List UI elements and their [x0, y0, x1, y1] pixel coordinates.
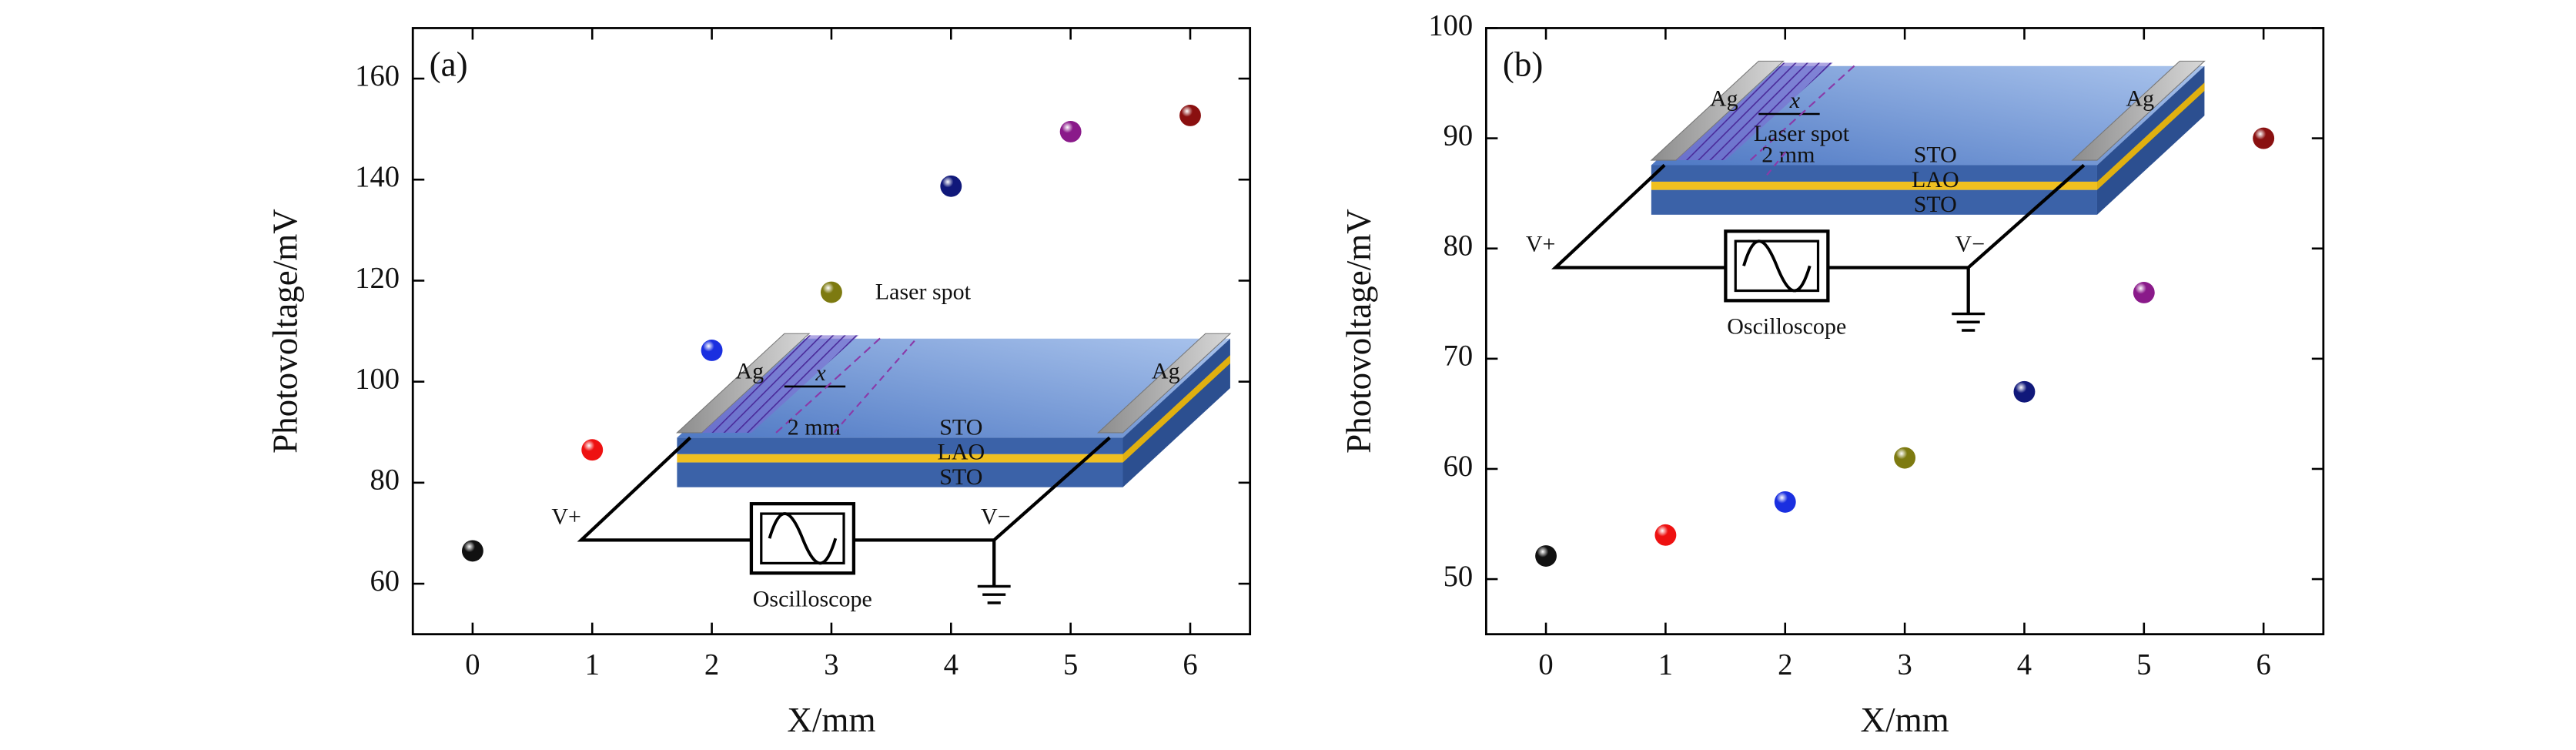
y-tick-label: 50 — [1444, 561, 1474, 593]
x-tick-label: 2 — [1778, 648, 1792, 681]
sine — [1742, 239, 1812, 293]
layer-sto — [1651, 165, 2097, 182]
y-tick-label: 60 — [1444, 450, 1474, 483]
annotation: Laser spot — [1754, 121, 1850, 146]
data-point — [2133, 282, 2155, 303]
slab-side-lao — [2096, 82, 2205, 190]
data-point — [581, 439, 604, 461]
data-point — [2253, 127, 2275, 149]
x-tick-label: 4 — [944, 648, 958, 681]
x-tick-label: 5 — [1063, 648, 1078, 681]
y-tick-label: 80 — [1444, 230, 1474, 263]
annotation: V− — [981, 504, 1011, 529]
annotation: STO — [1914, 192, 1957, 217]
x-tick-label: 2 — [704, 648, 719, 681]
annotation: V+ — [551, 504, 581, 529]
annotation: Laser spot — [875, 280, 972, 305]
x-tick-label: 6 — [1183, 648, 1197, 681]
x-tick-label: 3 — [824, 648, 838, 681]
electrode — [1650, 60, 1785, 161]
x-tick-label: 4 — [2017, 648, 2032, 681]
x-tick-label: 5 — [2136, 648, 2151, 681]
annotation: Ag — [735, 359, 764, 384]
y-tick-label: 90 — [1444, 119, 1474, 152]
x-tick-label: 1 — [585, 648, 600, 681]
slab-side-lao — [1122, 355, 1230, 463]
y-axis-label: Photovoltage/mV — [1340, 209, 1378, 454]
x-axis-label: X/mm — [1861, 701, 1949, 739]
annotation: 2 mm — [788, 415, 841, 440]
electrode — [1096, 333, 1232, 434]
annotation: STO — [1914, 142, 1957, 168]
data-point — [2013, 380, 2036, 403]
annotation: Ag — [1710, 86, 1738, 112]
data-point — [1654, 524, 1677, 546]
annotation: Oscilloscope — [1727, 314, 1846, 340]
y-axis-label: Photovoltage/mV — [266, 209, 305, 454]
data-point — [1179, 105, 1201, 126]
y-tick-label: 80 — [370, 464, 400, 497]
data-point — [940, 175, 962, 197]
layer-sto — [677, 462, 1123, 487]
data-point — [461, 540, 483, 562]
annotation: LAO — [937, 440, 985, 465]
x-tick-label: 6 — [2257, 648, 2271, 681]
laser-pointer — [1766, 148, 1789, 176]
x-axis-label: X/mm — [787, 701, 875, 739]
electrode — [676, 333, 811, 434]
data-point — [1894, 447, 1916, 469]
annotation: x — [1789, 88, 1801, 113]
dashed-guide — [1749, 62, 1858, 161]
annotation: Ag — [1152, 359, 1180, 384]
y-tick-label: 140 — [355, 161, 400, 193]
data-point — [1774, 491, 1796, 513]
annotation: V+ — [1526, 231, 1556, 256]
annotation: x — [815, 360, 826, 386]
y-tick-label: 100 — [355, 363, 400, 396]
x-tick-label: 1 — [1658, 648, 1673, 681]
annotation: STO — [939, 415, 982, 440]
laser-pointer — [833, 337, 918, 434]
annotation: STO — [939, 464, 982, 490]
data-point — [1059, 121, 1082, 142]
wire — [577, 436, 751, 542]
annotation: V− — [1955, 231, 1986, 256]
panel-label: (a) — [430, 45, 468, 83]
x-tick-label: 3 — [1897, 648, 1912, 681]
y-tick-label: 60 — [370, 565, 400, 598]
y-tick-label: 70 — [1444, 340, 1474, 373]
y-tick-label: 120 — [355, 262, 400, 294]
x-tick-label: 0 — [1538, 648, 1553, 681]
panel-label: (b) — [1503, 45, 1544, 83]
y-tick-label: 160 — [355, 60, 400, 92]
x-tick-label: 0 — [465, 648, 480, 681]
annotation: LAO — [1912, 167, 1959, 193]
layer-lao — [677, 454, 1123, 463]
wire — [1551, 163, 1726, 270]
y-tick-label: 100 — [1428, 9, 1473, 42]
data-point — [1535, 545, 1557, 567]
layer-sto — [677, 437, 1123, 454]
electrode — [2071, 60, 2206, 161]
data-point — [701, 340, 723, 361]
data-point — [821, 281, 842, 303]
annotation: Oscilloscope — [753, 587, 872, 612]
laser-spot — [701, 335, 859, 433]
layer-sto — [1651, 189, 2097, 215]
laser-spot — [1676, 62, 1833, 161]
dashed-guide — [775, 334, 885, 434]
sine — [768, 512, 838, 565]
layer-lao — [1651, 181, 2097, 190]
annotation: Ag — [2126, 86, 2154, 112]
annotation: 2 mm — [1761, 142, 1815, 168]
